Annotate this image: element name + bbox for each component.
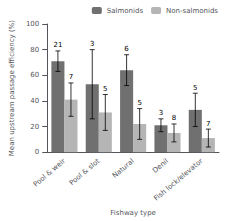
svg-text:0: 0 [35,148,39,156]
svg-text:7: 7 [69,73,73,81]
svg-text:6: 6 [124,45,129,53]
svg-text:100: 100 [26,20,39,28]
svg-text:Denil: Denil [151,157,170,175]
svg-text:20: 20 [30,123,39,131]
svg-text:5: 5 [193,84,197,92]
svg-text:3: 3 [90,40,94,48]
svg-text:8: 8 [172,114,176,122]
svg-text:5: 5 [137,99,141,107]
svg-text:80: 80 [30,46,39,54]
svg-text:60: 60 [30,71,39,79]
svg-text:Fishway type: Fishway type [110,209,156,217]
svg-text:Natural: Natural [111,157,136,180]
svg-text:Pool & slot: Pool & slot [68,157,102,187]
svg-text:Pool & weir: Pool & weir [32,157,67,188]
svg-text:Non-salmonids: Non-salmonids [166,7,218,15]
svg-text:Mean upstream passage efficien: Mean upstream passage efficiency (%) [8,20,16,156]
svg-text:5: 5 [103,85,107,93]
svg-text:Salmonids: Salmonids [107,7,144,15]
svg-text:3: 3 [159,109,163,117]
svg-text:Fish lock/elevator: Fish lock/elevator [152,157,204,203]
svg-text:7: 7 [206,120,210,128]
svg-text:40: 40 [30,97,39,105]
svg-text:21: 21 [53,41,62,49]
